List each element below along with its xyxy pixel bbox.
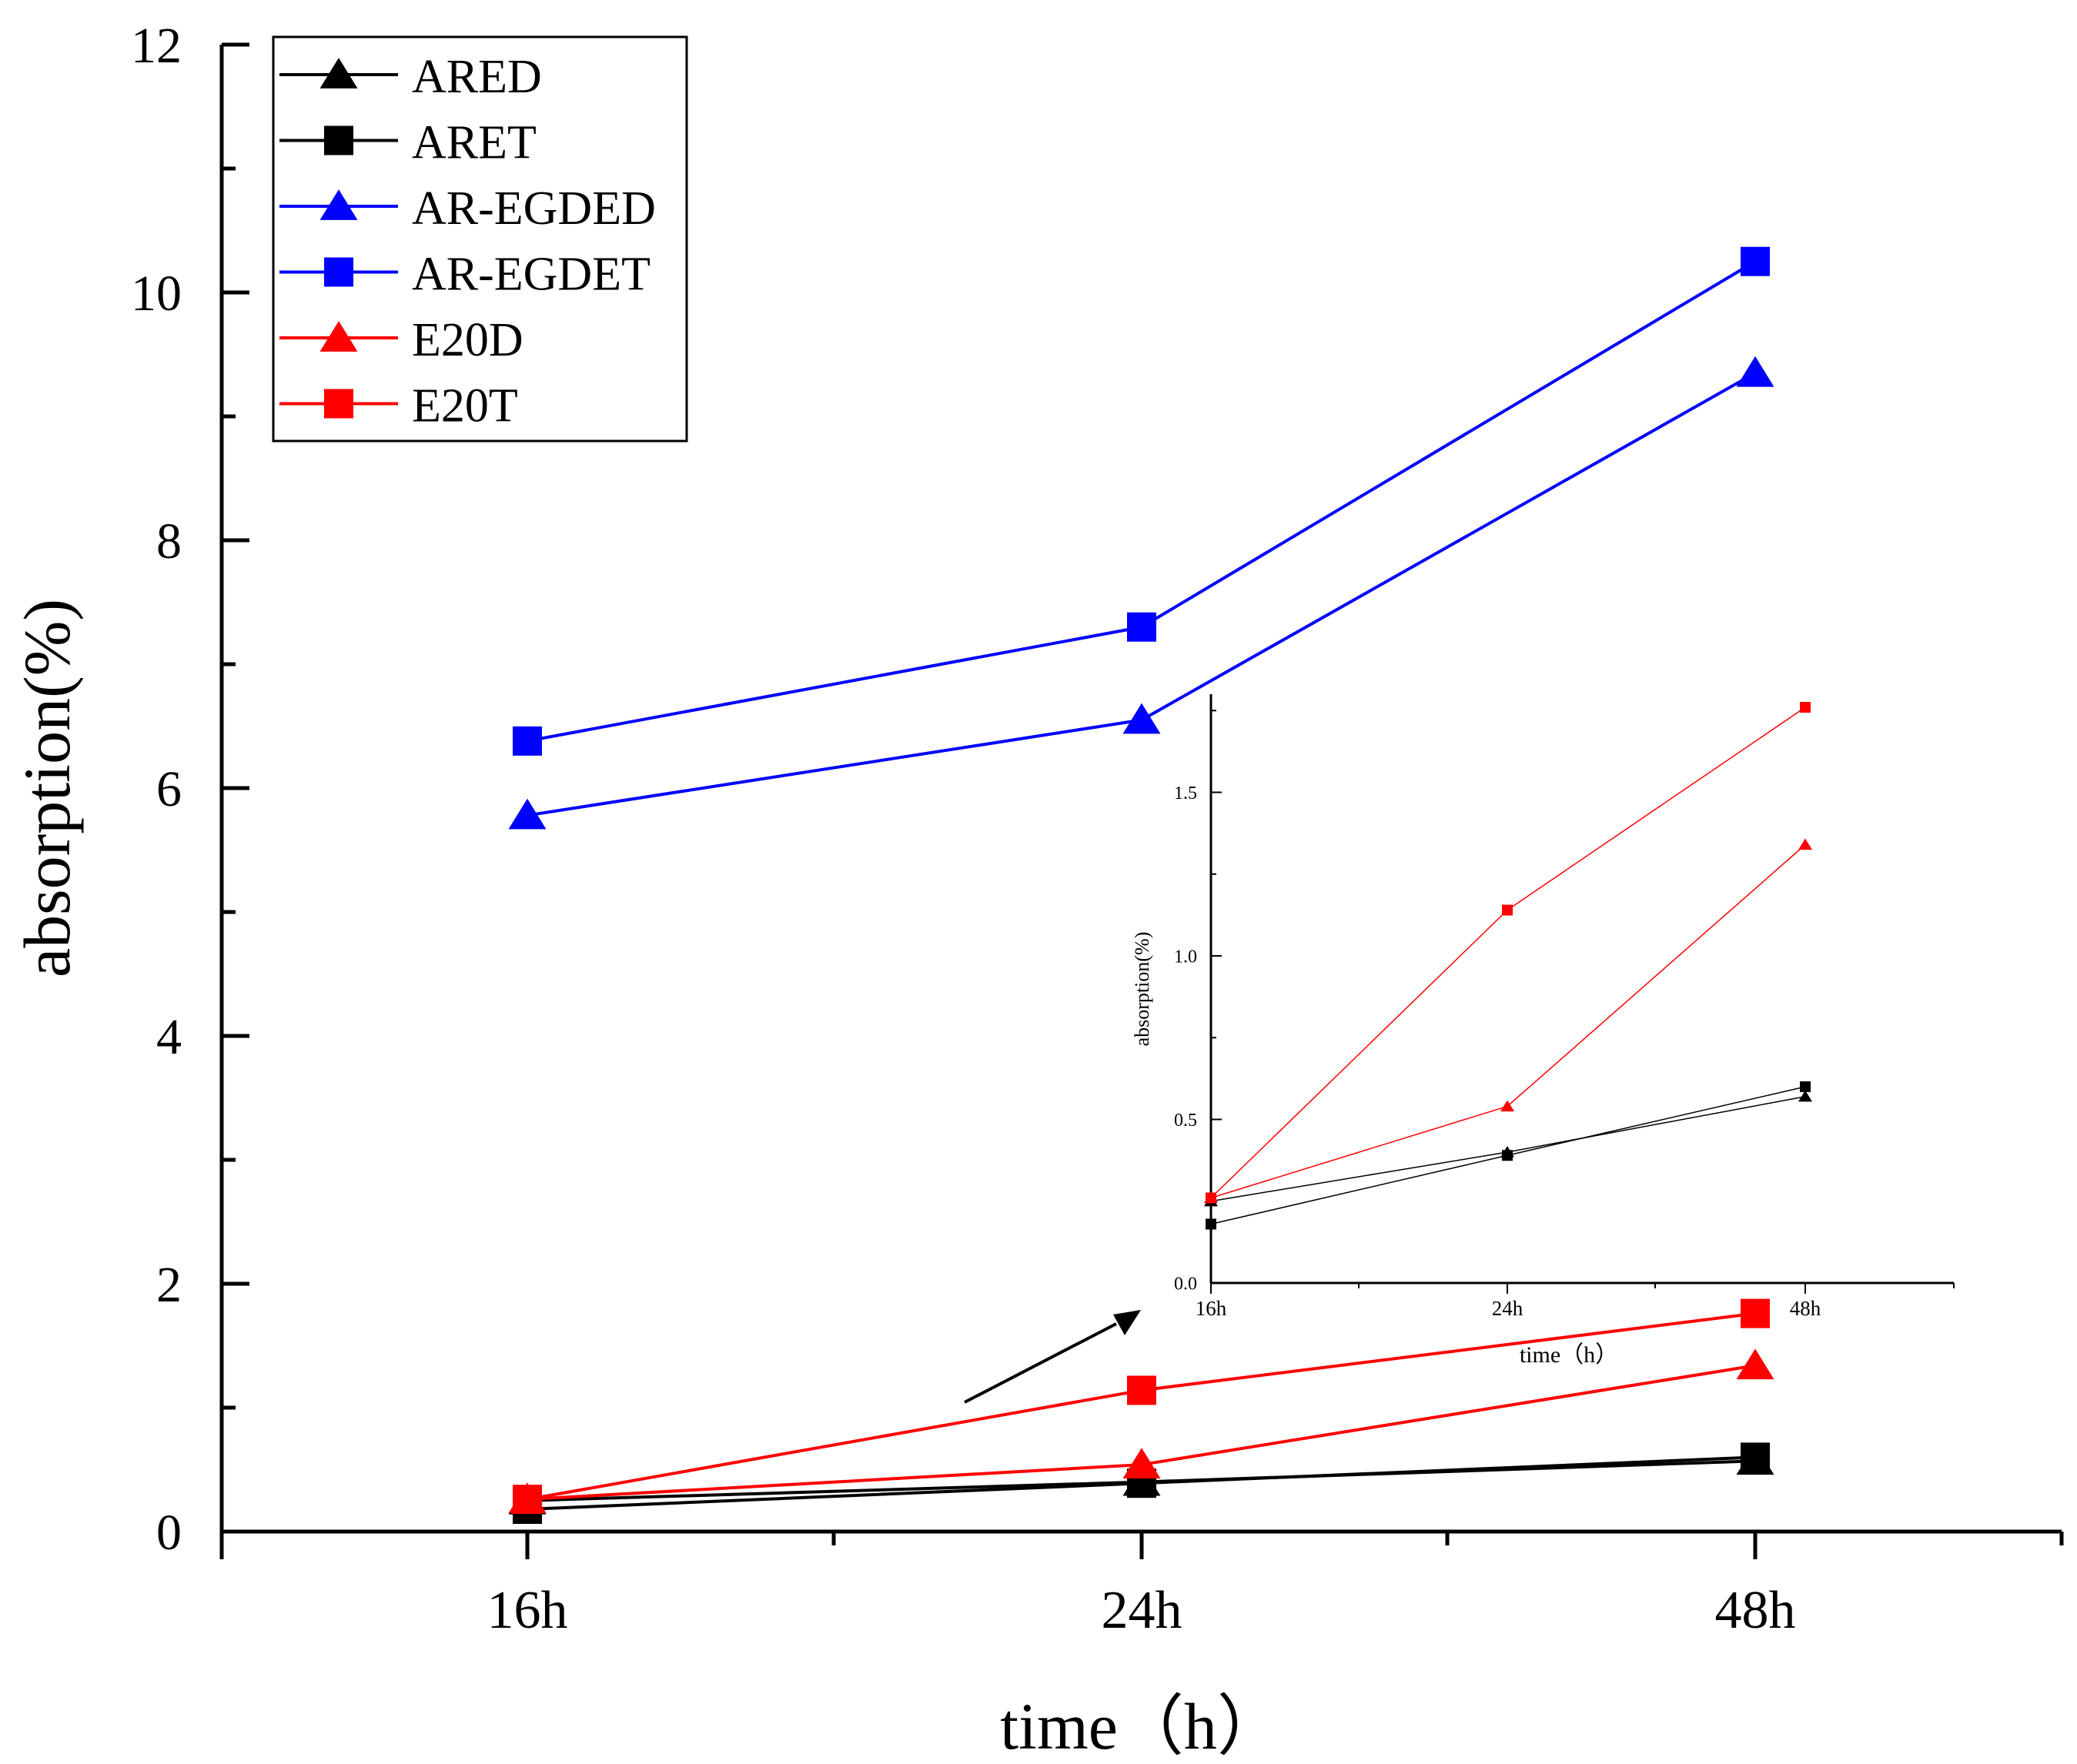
legend-marker [324, 389, 353, 419]
main-point-ar-egdet [1127, 612, 1156, 642]
inset-ytick-label: 1.5 [1174, 783, 1197, 803]
inset-ytick-label: 0.0 [1174, 1274, 1197, 1294]
main-point-e20t [1127, 1375, 1156, 1405]
inset-series-e20t [1206, 702, 1811, 1204]
main-xtick-label: 48h [1715, 1581, 1796, 1640]
inset-x-axis-title: time（h） [1520, 1342, 1618, 1368]
main-point-ar-egdet [1741, 246, 1770, 276]
main-series-ar-egdet [513, 246, 1770, 756]
inset-ytick-label: 0.5 [1174, 1111, 1197, 1131]
inset-plot: 0.0 0.5 1.0 1.5 16h 24h 48h time（h） absorptio… [1131, 694, 1955, 1368]
inset-point-aret [1800, 1081, 1811, 1092]
main-ytick-label: 2 [156, 1257, 182, 1313]
main-point-ar-egded [1736, 356, 1774, 387]
main-plot: 0 2 4 6 8 10 12 16h 24h 48h time（h） absorption(%… [10, 18, 2064, 1763]
inset-series-aret [1206, 1081, 1811, 1230]
legend-marker [324, 257, 353, 287]
inset-xtick-label: 16h [1196, 1297, 1227, 1320]
main-ytick-label: 10 [131, 266, 182, 322]
legend-marker [319, 189, 358, 220]
inset-xtick-label: 24h [1492, 1297, 1523, 1320]
legend-item-e20d: E20D [279, 314, 523, 366]
main-point-e20d [1736, 1348, 1774, 1380]
legend-label: E20T [412, 380, 518, 433]
main-series-ar-egded [508, 356, 1774, 830]
legend-label: E20D [412, 314, 523, 366]
main-point-e20t [1741, 1298, 1770, 1328]
legend-item-ared: ARED [279, 51, 542, 103]
inset-point-e20d [1500, 1100, 1515, 1112]
main-x-axis-title: time（h） [1000, 1689, 1283, 1763]
legend-marker [319, 321, 358, 352]
main-point-e20t [513, 1485, 542, 1515]
main-ytick-label: 0 [156, 1505, 182, 1561]
inset-xtick-label: 48h [1790, 1297, 1821, 1320]
inset-point-e20t [1206, 1192, 1216, 1204]
inset-point-aret [1502, 1150, 1513, 1161]
legend-item-ar-egded: AR-EGDED [279, 182, 656, 235]
inset-pointer-arrow [964, 1310, 1141, 1404]
legend: ARED ARET AR-EGDED AR-EGDET E20D E20T [272, 35, 688, 443]
inset-point-e20t [1502, 904, 1513, 916]
inset-ytick-label: 1.0 [1174, 947, 1197, 967]
legend-label: AR-EGDET [412, 249, 651, 301]
legend-marker [319, 58, 358, 89]
main-y-axis-title: absorption(%) [10, 599, 84, 977]
legend-label: AR-EGDED [412, 182, 656, 235]
main-ytick-label: 12 [131, 18, 182, 74]
legend-item-aret: ARET [279, 117, 537, 169]
inset-point-ared [1798, 1090, 1813, 1102]
main-xtick-label: 16h [487, 1581, 568, 1640]
legend-label: ARET [412, 117, 537, 169]
legend-item-e20t: E20T [279, 380, 518, 433]
main-point-ar-egdet [513, 726, 542, 756]
legend-marker [324, 125, 353, 155]
inset-y-axis-title: absorption(%) [1131, 932, 1153, 1047]
inset-point-e20t [1800, 702, 1811, 713]
main-xtick-label: 24h [1102, 1581, 1182, 1640]
main-point-e20d [1122, 1448, 1161, 1478]
main-ytick-label: 8 [156, 513, 182, 570]
legend-item-ar-egdet: AR-EGDET [279, 249, 651, 301]
inset-point-aret [1206, 1218, 1216, 1230]
inset-point-e20d [1798, 838, 1813, 850]
main-series-e20t [513, 1298, 1770, 1515]
main-ytick-label: 6 [156, 761, 182, 817]
legend-label: ARED [412, 51, 542, 103]
legend-box [272, 35, 688, 443]
main-ytick-label: 4 [156, 1009, 182, 1065]
main-point-ar-egded [508, 798, 547, 830]
main-point-ar-egded [1122, 703, 1161, 734]
main-point-aret [1741, 1442, 1770, 1472]
